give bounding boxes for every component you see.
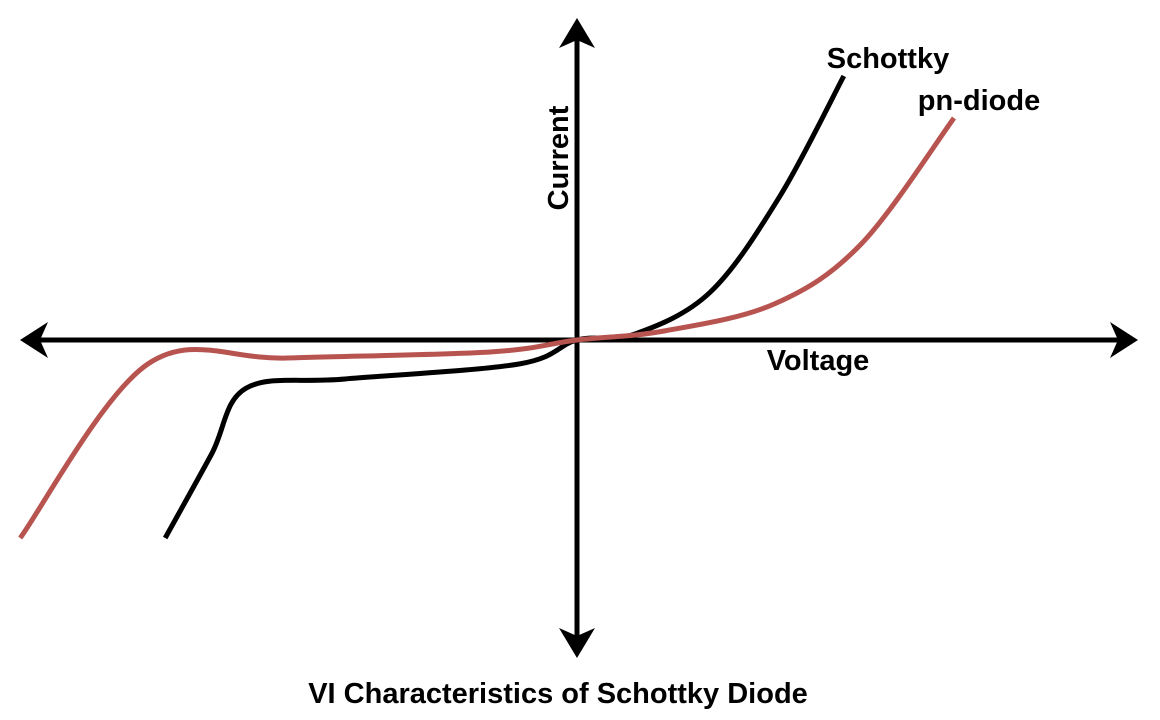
series-line-pn-diode bbox=[18, 116, 957, 540]
series-label-schottky: Schottky bbox=[827, 43, 949, 75]
series-line-schottky bbox=[163, 74, 847, 540]
series-label-pn-diode: pn-diode bbox=[918, 85, 1040, 117]
x-axis-right-arrowhead bbox=[1110, 322, 1138, 358]
y-axis-bottom-arrowhead bbox=[559, 628, 595, 658]
chart-title: VI Characteristics of Schottky Diode bbox=[308, 678, 808, 710]
x-axis-left-arrowhead bbox=[20, 322, 48, 358]
x-axis-label: Voltage bbox=[767, 345, 870, 377]
y-axis-top-arrowhead bbox=[559, 18, 595, 48]
series-layer bbox=[18, 74, 957, 540]
labels-layer: Voltage Current Schottky pn-diode bbox=[543, 43, 1040, 377]
y-axis-label: Current bbox=[543, 105, 575, 210]
